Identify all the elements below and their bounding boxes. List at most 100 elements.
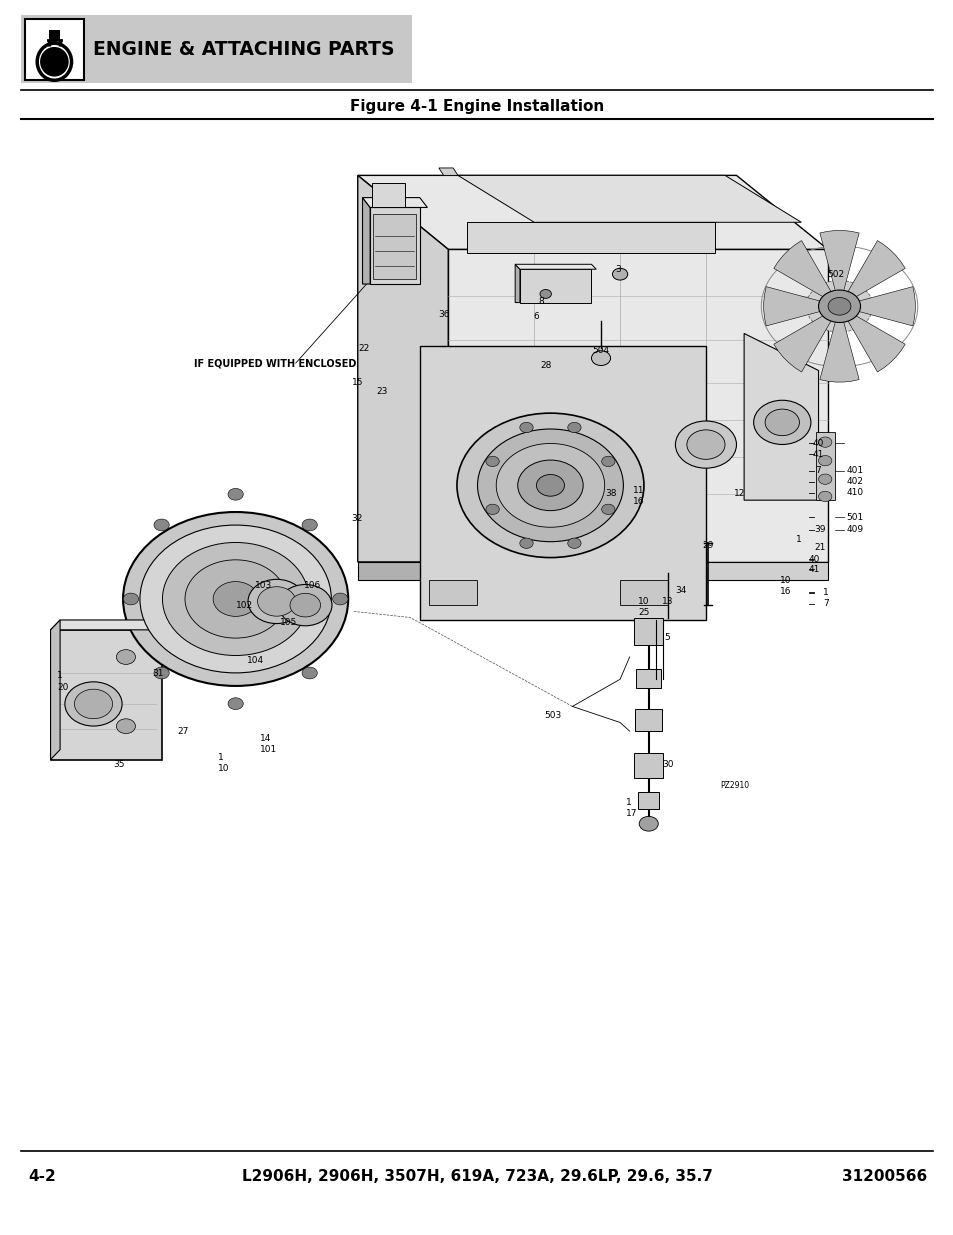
Polygon shape bbox=[370, 207, 419, 284]
Ellipse shape bbox=[153, 667, 169, 679]
Text: 31: 31 bbox=[152, 668, 164, 678]
Polygon shape bbox=[372, 183, 405, 207]
Ellipse shape bbox=[116, 719, 135, 734]
Ellipse shape bbox=[818, 492, 831, 501]
Ellipse shape bbox=[818, 474, 831, 484]
Text: 502: 502 bbox=[826, 269, 843, 279]
Ellipse shape bbox=[74, 689, 112, 719]
Text: 7: 7 bbox=[815, 466, 821, 475]
Text: 35: 35 bbox=[113, 760, 125, 769]
Polygon shape bbox=[515, 264, 519, 303]
Text: 10: 10 bbox=[217, 763, 229, 773]
Ellipse shape bbox=[65, 682, 122, 726]
Ellipse shape bbox=[686, 430, 724, 459]
Text: 20: 20 bbox=[57, 683, 69, 693]
Text: 22: 22 bbox=[358, 343, 370, 353]
Text: ENGINE & ATTACHING PARTS: ENGINE & ATTACHING PARTS bbox=[92, 40, 394, 59]
FancyBboxPatch shape bbox=[638, 792, 659, 809]
Polygon shape bbox=[467, 222, 715, 253]
Text: 29: 29 bbox=[701, 541, 713, 551]
Text: 6: 6 bbox=[533, 311, 538, 321]
Polygon shape bbox=[357, 175, 448, 562]
Polygon shape bbox=[773, 241, 833, 300]
Text: PZ2910: PZ2910 bbox=[720, 781, 749, 790]
Ellipse shape bbox=[116, 650, 135, 664]
Ellipse shape bbox=[519, 538, 533, 548]
Text: 41: 41 bbox=[808, 564, 820, 574]
Text: 39: 39 bbox=[814, 525, 825, 535]
Text: 402: 402 bbox=[845, 477, 862, 487]
Polygon shape bbox=[763, 287, 827, 326]
Ellipse shape bbox=[290, 593, 320, 618]
Polygon shape bbox=[51, 620, 60, 760]
Text: 31200566: 31200566 bbox=[841, 1170, 926, 1184]
Polygon shape bbox=[519, 269, 591, 303]
Polygon shape bbox=[773, 312, 833, 372]
Polygon shape bbox=[819, 231, 859, 295]
Text: 30: 30 bbox=[661, 760, 673, 769]
Ellipse shape bbox=[601, 504, 615, 515]
Text: 1: 1 bbox=[217, 752, 223, 762]
Ellipse shape bbox=[456, 414, 643, 557]
Ellipse shape bbox=[213, 582, 258, 616]
Ellipse shape bbox=[496, 443, 604, 527]
Text: 3: 3 bbox=[615, 264, 620, 274]
Ellipse shape bbox=[539, 289, 551, 299]
FancyBboxPatch shape bbox=[49, 30, 60, 40]
Ellipse shape bbox=[302, 667, 317, 679]
Text: 27: 27 bbox=[177, 726, 189, 736]
Ellipse shape bbox=[519, 422, 533, 432]
Text: 410: 410 bbox=[845, 488, 862, 498]
Ellipse shape bbox=[333, 593, 348, 605]
Text: 10: 10 bbox=[638, 597, 649, 606]
Text: 8: 8 bbox=[537, 296, 543, 306]
Text: 105: 105 bbox=[279, 618, 296, 627]
Ellipse shape bbox=[805, 280, 872, 332]
Ellipse shape bbox=[37, 43, 71, 80]
Ellipse shape bbox=[40, 47, 69, 77]
Ellipse shape bbox=[827, 298, 850, 315]
Text: 36: 36 bbox=[437, 310, 449, 320]
FancyBboxPatch shape bbox=[634, 753, 662, 778]
Ellipse shape bbox=[567, 538, 580, 548]
FancyBboxPatch shape bbox=[21, 15, 412, 83]
Text: 501: 501 bbox=[845, 513, 862, 522]
Ellipse shape bbox=[162, 542, 309, 656]
Polygon shape bbox=[51, 630, 162, 760]
FancyBboxPatch shape bbox=[635, 709, 661, 731]
Text: 11: 11 bbox=[632, 485, 643, 495]
Text: 28: 28 bbox=[539, 361, 551, 370]
Text: IF EQUIPPED WITH ENCLOSED CAB: IF EQUIPPED WITH ENCLOSED CAB bbox=[193, 358, 381, 368]
Text: 32: 32 bbox=[351, 514, 362, 524]
Polygon shape bbox=[51, 620, 167, 630]
Polygon shape bbox=[515, 264, 596, 269]
Polygon shape bbox=[850, 287, 914, 326]
Ellipse shape bbox=[517, 461, 582, 510]
Text: 17: 17 bbox=[625, 809, 637, 819]
Text: 40: 40 bbox=[812, 438, 823, 448]
Polygon shape bbox=[362, 198, 427, 207]
Ellipse shape bbox=[567, 422, 580, 432]
Ellipse shape bbox=[485, 456, 498, 467]
Text: 15: 15 bbox=[352, 378, 363, 388]
Text: 1: 1 bbox=[57, 671, 63, 680]
Text: 16: 16 bbox=[780, 587, 791, 597]
FancyBboxPatch shape bbox=[373, 214, 416, 279]
Text: 1: 1 bbox=[795, 535, 801, 545]
Polygon shape bbox=[419, 346, 705, 620]
Text: 4-2: 4-2 bbox=[29, 1170, 56, 1184]
Ellipse shape bbox=[228, 488, 243, 500]
Text: 10: 10 bbox=[780, 576, 791, 585]
Text: 5: 5 bbox=[663, 632, 669, 642]
Text: 503: 503 bbox=[544, 710, 561, 720]
Polygon shape bbox=[844, 241, 904, 300]
Ellipse shape bbox=[302, 519, 317, 531]
Polygon shape bbox=[357, 562, 448, 580]
Ellipse shape bbox=[485, 504, 498, 515]
Polygon shape bbox=[429, 580, 476, 605]
FancyBboxPatch shape bbox=[636, 669, 660, 688]
Polygon shape bbox=[438, 168, 457, 175]
Text: 23: 23 bbox=[375, 387, 387, 396]
Text: 14: 14 bbox=[259, 734, 271, 743]
Ellipse shape bbox=[591, 351, 610, 366]
